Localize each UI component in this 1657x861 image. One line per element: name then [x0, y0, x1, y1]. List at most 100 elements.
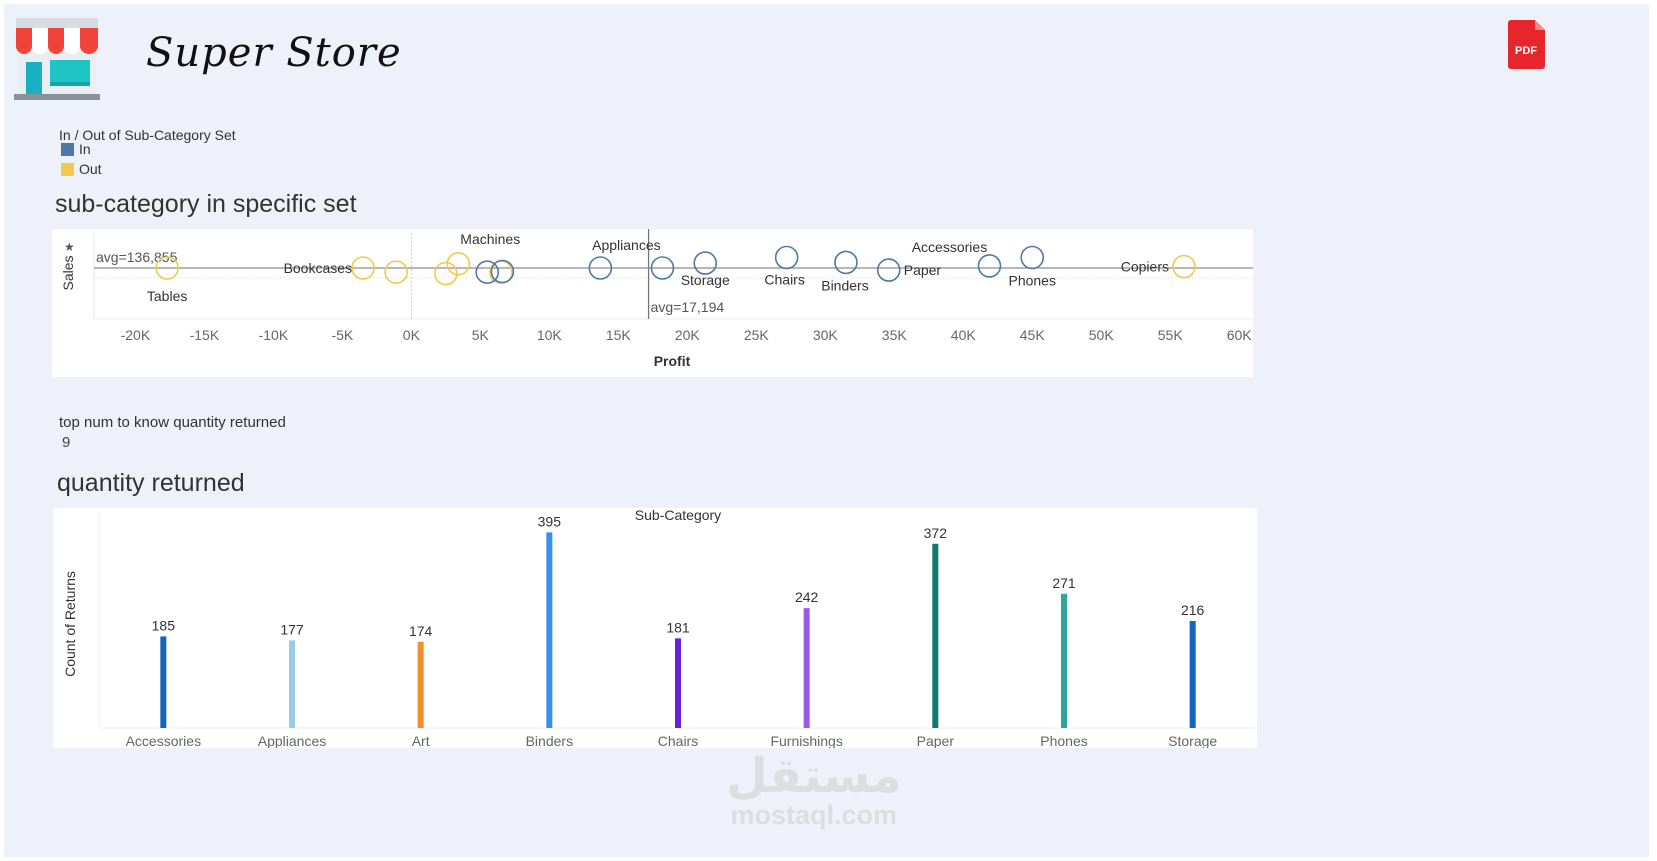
point-label: Machines [460, 231, 520, 247]
scatter-point[interactable] [155, 256, 179, 280]
bar[interactable] [932, 543, 939, 728]
pdf-icon[interactable]: PDF [1507, 18, 1547, 70]
point-label: Tables [147, 288, 187, 304]
bar[interactable] [160, 636, 167, 728]
bar-chart-title: Sub-Category [635, 508, 721, 523]
category-label: Paper [917, 733, 955, 748]
category-label: Phones [1040, 733, 1087, 748]
scatter-point[interactable] [446, 251, 471, 276]
bar[interactable] [289, 640, 295, 728]
scatter-point[interactable] [774, 245, 799, 270]
category-label: Storage [1168, 733, 1217, 748]
scatter-point[interactable] [1020, 245, 1045, 270]
x-tick-label: 40K [951, 327, 977, 343]
x-tick-label: -20K [121, 327, 151, 343]
watermark-arabic: مستقل [726, 748, 902, 804]
x-tick-label: 35K [882, 327, 908, 343]
bars-panel: Sub-Category Count of Returns 185 Accessori… [53, 507, 1257, 749]
scatter-point[interactable] [588, 256, 613, 280]
bar[interactable] [1061, 593, 1067, 728]
scatter-point[interactable] [977, 254, 1002, 278]
legend-item-in[interactable]: In [61, 141, 91, 157]
bar[interactable] [546, 532, 553, 728]
bar[interactable] [417, 641, 424, 728]
parameter-label: top num to know quantity returned [59, 414, 286, 431]
scatter-point[interactable] [351, 256, 375, 280]
bar-value-label: 185 [152, 617, 176, 633]
watermark: مستقل mostaql.com [726, 752, 902, 831]
pdf-label: PDF [1515, 45, 1537, 57]
bar-value-label: 216 [1181, 602, 1205, 618]
point-label: Accessories [912, 239, 987, 255]
point-label: Storage [681, 272, 730, 288]
legend-swatch-out [61, 162, 74, 176]
category-label: Chairs [658, 733, 698, 748]
category-label: Art [412, 733, 430, 748]
category-label: Accessories [126, 733, 201, 748]
point-label: Paper [904, 262, 942, 278]
watermark-latin: mostaql.com [730, 800, 898, 830]
bar[interactable] [803, 608, 810, 728]
scatter-point[interactable] [384, 260, 408, 285]
bar-value-label: 395 [538, 513, 562, 529]
point-label: Bookcases [284, 260, 352, 276]
point-label: Appliances [592, 237, 661, 253]
x-tick-label: 50K [1089, 327, 1115, 343]
x-tick-label: 25K [744, 327, 770, 343]
x-tick-label: 30K [813, 327, 839, 343]
x-tick-label: 15K [606, 327, 632, 343]
scatter-point[interactable] [876, 258, 901, 282]
bars-section-title: quantity returned [57, 469, 245, 497]
x-tick-label: 20K [675, 327, 701, 343]
scatter-point[interactable] [434, 261, 458, 286]
x-tick-label: 60K [1227, 327, 1253, 343]
legend-item-out[interactable]: Out [61, 161, 102, 177]
scatter-section-title: sub-category in specific set [55, 190, 357, 218]
x-tick-label: 55K [1158, 327, 1184, 343]
bar[interactable] [1189, 621, 1196, 728]
x-tick-label: 45K [1020, 327, 1046, 343]
scatter-y-label: Sales [60, 255, 76, 290]
point-label: Binders [821, 277, 868, 293]
avg-sales-label: avg=136,855 [96, 249, 178, 265]
point-label: Copiers [1121, 259, 1169, 275]
bar-chart[interactable]: Sub-Category Count of Returns 185 Accessori… [53, 507, 1257, 749]
x-tick-label: 10K [537, 327, 563, 343]
scatter-panel: avg=136,855 avg=17,194 Sales ★ Tables Bookcas… [52, 229, 1253, 377]
legend-label-in: In [79, 141, 91, 157]
scatter-x-label: Profit [654, 353, 691, 369]
parameter-value[interactable]: 9 [62, 434, 71, 451]
category-label: Binders [526, 733, 573, 748]
scatter-point[interactable] [834, 250, 858, 275]
legend-title: In / Out of Sub-Category Set [59, 127, 236, 143]
dashboard: Super Store PDF In / Out of Sub-Category… [4, 4, 1649, 857]
x-tick-label: 5K [472, 327, 490, 343]
point-label: Phones [1008, 273, 1055, 289]
store-icon [12, 16, 104, 102]
x-tick-label: -15K [190, 327, 220, 343]
bar-value-label: 174 [409, 623, 433, 639]
bar-value-label: 177 [280, 621, 304, 637]
bar[interactable] [675, 638, 681, 728]
pin-icon: ★ [64, 240, 75, 254]
bar-value-label: 242 [795, 589, 819, 605]
scatter-point[interactable] [650, 256, 675, 280]
scatter-point[interactable] [490, 259, 515, 284]
x-tick-label: 0K [403, 327, 421, 343]
scatter-point[interactable] [693, 251, 718, 275]
category-label: Appliances [258, 733, 327, 748]
scatter-chart[interactable]: avg=136,855 avg=17,194 Sales★ Tables Bookcas… [52, 229, 1253, 377]
point-label: Chairs [764, 272, 804, 288]
bar-y-label: Count of Returns [62, 571, 78, 677]
bar-value-label: 181 [666, 619, 690, 635]
bar-value-label: 372 [924, 525, 948, 541]
x-tick-label: -10K [259, 327, 289, 343]
legend-label-out: Out [79, 161, 102, 177]
x-tick-label: -5K [331, 327, 353, 343]
avg-profit-label: avg=17,194 [651, 299, 725, 315]
category-label: Furnishings [770, 733, 842, 748]
legend-swatch-in [61, 142, 74, 156]
bar-value-label: 271 [1052, 575, 1076, 591]
scatter-point[interactable] [475, 260, 500, 285]
scatter-point[interactable] [1172, 254, 1196, 279]
